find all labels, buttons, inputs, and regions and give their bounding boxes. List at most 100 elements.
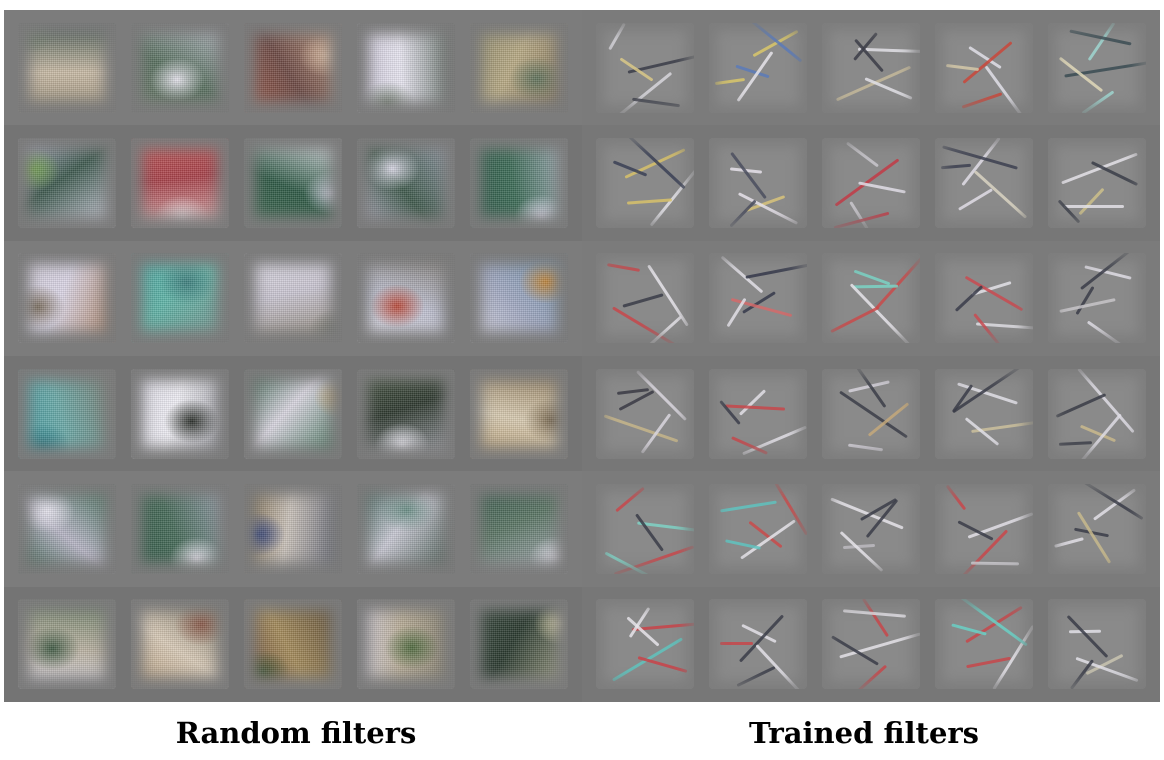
trained-filter-image xyxy=(935,22,1034,113)
edge-stroke xyxy=(852,284,898,289)
trained-filter-row xyxy=(582,125,1160,241)
edge-stroke xyxy=(642,315,683,344)
random-filter-image xyxy=(357,368,456,459)
edge-stroke xyxy=(1069,630,1102,634)
edge-stroke xyxy=(853,269,891,286)
edge-stroke xyxy=(957,381,1019,405)
edge-stroke xyxy=(864,76,913,100)
random-filter-image xyxy=(17,368,116,459)
random-filter-image xyxy=(357,22,456,113)
edge-stroke xyxy=(831,635,879,666)
edge-stroke xyxy=(627,54,694,74)
random-filter-row xyxy=(4,355,582,472)
random-filter-image xyxy=(17,483,116,574)
edge-stroke xyxy=(755,644,807,690)
edge-stroke xyxy=(611,306,683,344)
edge-stroke xyxy=(616,387,649,395)
caption-trained-filters: Trained filters xyxy=(748,716,980,750)
edge-stroke xyxy=(833,211,890,228)
edge-stroke xyxy=(854,38,884,72)
edge-stroke xyxy=(835,65,912,101)
random-filter-image xyxy=(470,483,569,574)
edge-stroke xyxy=(613,545,694,574)
edge-stroke xyxy=(729,199,757,228)
edge-stroke xyxy=(859,497,897,522)
edge-stroke xyxy=(1087,320,1123,344)
edge-stroke xyxy=(842,543,876,550)
trained-filter-image xyxy=(708,368,807,459)
trained-filters-panel xyxy=(582,10,1160,702)
edge-stroke xyxy=(971,561,1020,566)
edge-stroke xyxy=(973,313,1004,344)
edge-stroke xyxy=(714,77,745,85)
edge-stroke xyxy=(942,145,1019,170)
edge-stroke xyxy=(1066,615,1109,659)
edge-stroke xyxy=(1064,204,1125,208)
edge-stroke xyxy=(961,91,1003,109)
edge-stroke xyxy=(730,435,768,455)
edge-stroke xyxy=(849,283,911,344)
edge-stroke xyxy=(1079,413,1123,459)
edge-stroke xyxy=(736,666,776,688)
edge-stroke xyxy=(621,137,686,190)
edge-stroke xyxy=(849,368,887,408)
trained-filter-image xyxy=(708,599,807,690)
edge-stroke xyxy=(964,416,1000,446)
trained-filter-image xyxy=(595,22,694,113)
edge-stroke xyxy=(1056,392,1107,418)
random-filter-row xyxy=(4,125,582,241)
edge-stroke xyxy=(636,521,694,534)
edge-stroke xyxy=(945,484,967,511)
edge-stroke xyxy=(853,31,878,61)
edge-stroke xyxy=(976,322,1034,331)
edge-stroke xyxy=(1083,483,1144,521)
edge-stroke xyxy=(951,529,1009,574)
edge-stroke xyxy=(861,599,889,638)
edge-stroke xyxy=(867,401,910,437)
trained-filter-image xyxy=(1048,483,1147,574)
edge-stroke xyxy=(607,22,626,50)
trained-filter-image xyxy=(935,253,1034,344)
edge-stroke xyxy=(730,298,793,318)
edge-stroke xyxy=(1070,659,1095,690)
edge-stroke xyxy=(625,616,660,647)
edge-stroke xyxy=(626,198,672,205)
edge-stroke xyxy=(965,606,1023,644)
edge-stroke xyxy=(606,263,640,273)
trained-filter-row xyxy=(582,10,1160,126)
trained-filter-image xyxy=(595,137,694,228)
trained-filter-image xyxy=(1048,22,1147,113)
edge-stroke xyxy=(735,64,770,78)
edge-stroke xyxy=(968,45,1002,69)
edge-stroke xyxy=(738,614,784,663)
random-filter-image xyxy=(357,483,456,574)
random-filters-panel xyxy=(4,10,582,702)
captions: Random filters Trained filters xyxy=(0,716,1164,760)
edge-stroke xyxy=(946,63,980,71)
figure xyxy=(4,10,1160,702)
random-filter-image xyxy=(17,599,116,690)
edge-stroke xyxy=(974,170,1028,219)
edge-stroke xyxy=(631,97,680,107)
trained-filter-image xyxy=(708,137,807,228)
edge-stroke xyxy=(631,622,694,632)
edge-stroke xyxy=(1078,187,1105,216)
edge-stroke xyxy=(766,483,807,536)
trained-filter-image xyxy=(821,137,920,228)
random-filter-image xyxy=(357,137,456,228)
edge-stroke xyxy=(741,291,776,315)
edge-stroke xyxy=(752,29,799,57)
edge-stroke xyxy=(958,188,994,211)
edge-stroke xyxy=(748,520,783,549)
edge-stroke xyxy=(967,512,1034,539)
edge-stroke xyxy=(612,160,647,177)
random-filter-row xyxy=(4,10,582,126)
edge-stroke xyxy=(951,383,974,413)
edge-stroke xyxy=(962,40,1013,84)
edge-stroke xyxy=(958,599,1029,647)
edge-stroke xyxy=(628,607,650,639)
random-filter-image xyxy=(17,22,116,113)
trained-filter-image xyxy=(821,483,920,574)
trained-filter-image xyxy=(1048,137,1147,228)
trained-filter-image xyxy=(595,368,694,459)
